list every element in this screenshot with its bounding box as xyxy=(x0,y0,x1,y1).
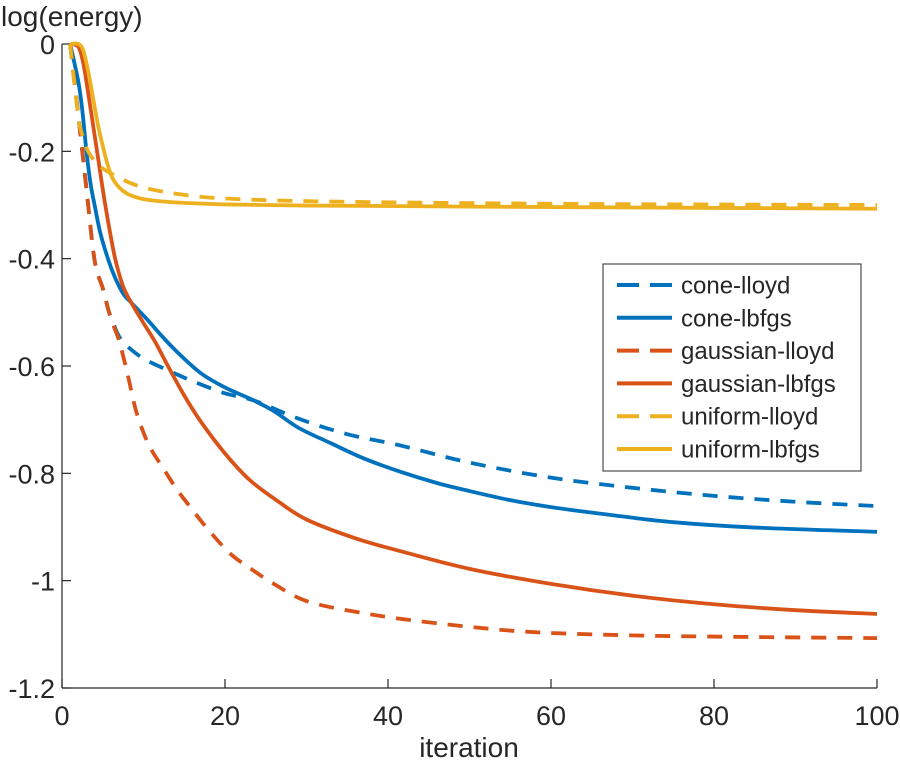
y-axis-title: log(energy) xyxy=(1,1,143,32)
series-group xyxy=(68,41,878,640)
x-tick-label: 20 xyxy=(210,701,240,731)
x-axis-title: iteration xyxy=(419,732,519,763)
y-tick-label: 0 xyxy=(40,30,55,60)
series-gaussian-lbfgs-line xyxy=(69,42,878,616)
x-tick-label: 80 xyxy=(699,701,729,731)
x-tick-label: 0 xyxy=(54,701,69,731)
series-cone-lbfgs-line xyxy=(68,43,878,534)
axes: 0 20 40 60 80 100 0 -0.2 -0.4 -0.6 -0.8 -1 -1.2 xyxy=(8,30,899,731)
y-tick-label: -1.2 xyxy=(8,674,55,704)
legend-label-cone-lbfgs: cone-lbfgs xyxy=(681,305,792,332)
x-tick-label: 100 xyxy=(854,701,899,731)
series-gaussian-lloyd-line xyxy=(68,43,878,640)
legend: cone-lloyd cone-lbfgs gaussian-lloyd gaussi… xyxy=(602,263,862,472)
y-tick-label: -0.8 xyxy=(8,459,55,489)
legend-label-gaussian-lloyd: gaussian-lloyd xyxy=(681,338,834,365)
legend-label-gaussian-lbfgs: gaussian-lbfgs xyxy=(681,371,836,398)
y-tick-label: -1 xyxy=(31,567,55,597)
series-uniform-lloyd-line xyxy=(68,43,878,207)
series-uniform-lbfgs-line xyxy=(70,41,878,211)
x-tick-label: 60 xyxy=(536,701,566,731)
legend-box xyxy=(602,263,862,472)
legend-label-uniform-lbfgs: uniform-lbfgs xyxy=(681,437,820,464)
y-tick-label: -0.4 xyxy=(8,245,55,275)
y-tick-label: -0.6 xyxy=(8,352,55,382)
legend-label-uniform-lloyd: uniform-lloyd xyxy=(681,404,818,431)
y-tick-label: -0.2 xyxy=(8,137,55,167)
x-tick-label: 40 xyxy=(373,701,403,731)
legend-label-cone-lloyd: cone-lloyd xyxy=(681,273,790,300)
